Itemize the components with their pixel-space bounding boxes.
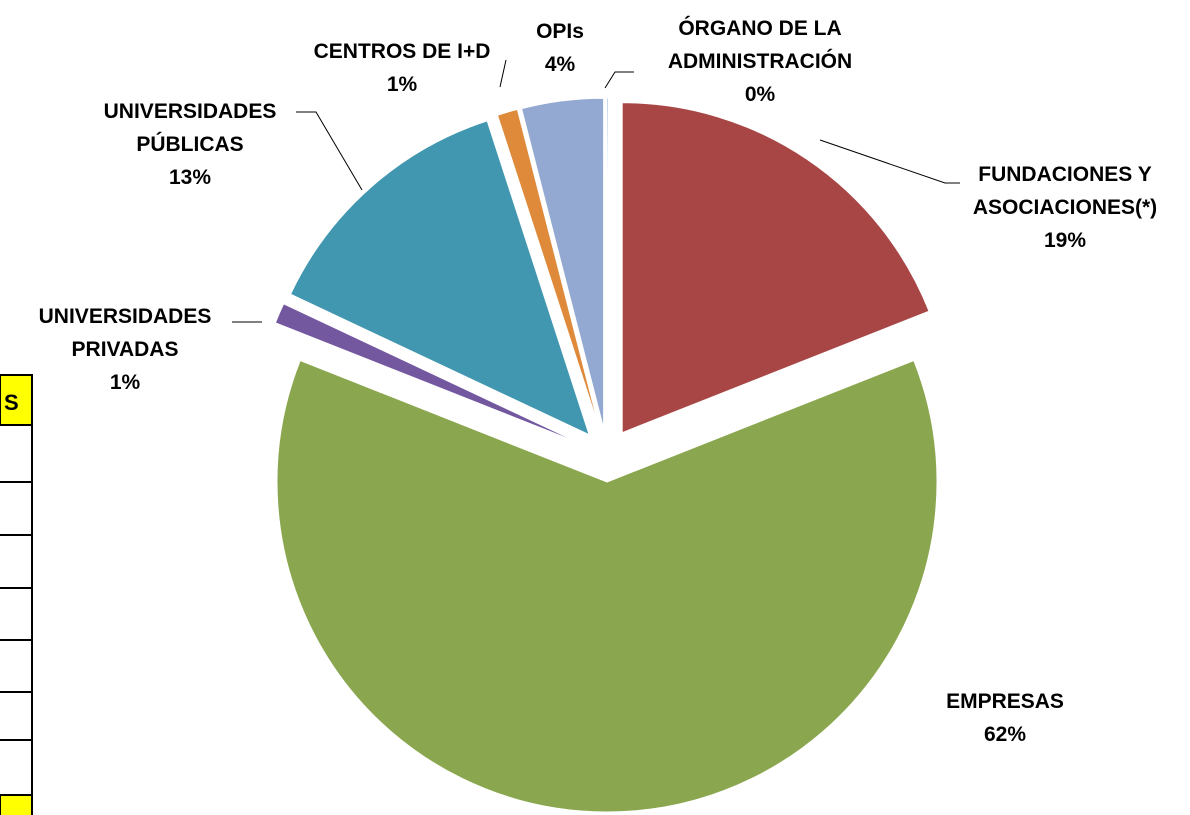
slice-label: UNIVERSIDADES PÚBLICAS	[103, 100, 277, 156]
leader-line	[819, 139, 960, 184]
pie-slice	[606, 97, 609, 429]
pie-slice	[496, 108, 600, 430]
slice-label: UNIVERSIDADES PRIVADAS	[38, 305, 212, 361]
slice-value-label: 13%	[168, 166, 212, 189]
leader-line	[499, 59, 507, 88]
pie-slice	[289, 120, 590, 436]
table-fragment: S	[0, 374, 33, 815]
slice-value-label: 1%	[109, 371, 141, 394]
leader-line	[296, 111, 363, 191]
pie-slice	[621, 102, 930, 434]
leader-lines	[232, 59, 960, 323]
slice-label: ÓRGANO DE LA ADMINISTRACIÓN	[667, 17, 853, 73]
table-footer-cell	[0, 794, 33, 815]
slice-label: FUNDACIONES Y ASOCIACIONES(*)	[972, 163, 1158, 219]
pie-slice	[274, 303, 583, 445]
slice-value-label: 0%	[744, 83, 776, 106]
slice-value-label: 19%	[1043, 229, 1087, 252]
slice-label: EMPRESAS	[946, 690, 1064, 713]
pie-slice	[520, 97, 605, 429]
slice-label: CENTROS DE I+D	[313, 40, 491, 63]
slice-value-label: 4%	[544, 53, 576, 76]
slice-value-label: 62%	[983, 723, 1027, 746]
slice-label: OPIs	[536, 20, 584, 43]
pie-slice	[276, 359, 938, 813]
leader-line	[604, 71, 634, 89]
slice-value-label: 1%	[386, 73, 418, 96]
table-header-text: S	[4, 390, 19, 415]
